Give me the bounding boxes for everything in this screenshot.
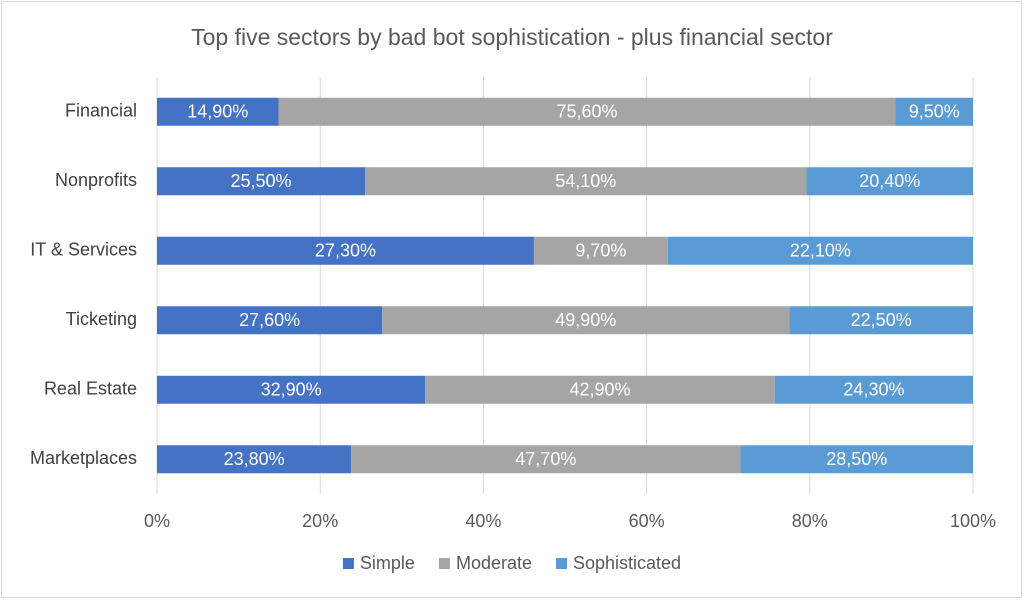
bar-segment [157, 236, 534, 265]
data-label: 49,90% [555, 310, 616, 330]
bar-segment [806, 167, 973, 196]
legend-label: Simple [360, 553, 415, 573]
chart-title: Top five sectors by bad bot sophisticati… [191, 24, 833, 50]
bar-segment [365, 167, 807, 196]
legend-label: Sophisticated [573, 553, 681, 573]
data-label: 75,60% [557, 102, 618, 122]
bar-segment [789, 306, 973, 335]
data-label: 27,30% [315, 241, 376, 261]
x-tick-label: 80% [792, 511, 828, 531]
legend-label: Moderate [456, 553, 532, 573]
data-label: 27,60% [239, 310, 300, 330]
bar-segment [382, 306, 790, 335]
y-tick-label: Nonprofits [55, 170, 137, 190]
bar-segment [351, 445, 741, 474]
bar-segment [157, 306, 383, 335]
y-tick-label: Real Estate [44, 379, 137, 399]
y-tick-label: Marketplaces [30, 448, 137, 468]
x-tick-label: 60% [629, 511, 665, 531]
bar-segment [533, 236, 668, 265]
x-tick-label: 40% [465, 511, 501, 531]
bar-segment [157, 375, 426, 404]
bar-segment [740, 445, 973, 474]
legend-swatch [342, 558, 354, 569]
data-label: 28,50% [826, 449, 887, 469]
data-label: 9,70% [575, 241, 626, 261]
data-label: 42,90% [570, 380, 631, 400]
data-label: 25,50% [231, 171, 292, 191]
bar-segment [425, 375, 775, 404]
bar-segment [157, 167, 366, 196]
y-tick-label: Ticketing [66, 309, 137, 329]
data-label: 20,40% [859, 171, 920, 191]
y-tick-label: Financial [65, 101, 137, 121]
bar-segment [667, 236, 973, 265]
data-label: 22,10% [790, 241, 851, 261]
legend-swatch [438, 558, 450, 569]
data-label: 54,10% [555, 171, 616, 191]
data-label: 23,80% [224, 449, 285, 469]
data-label: 32,90% [261, 380, 322, 400]
x-tick-label: 20% [302, 511, 338, 531]
data-label: 9,50% [909, 102, 960, 122]
y-tick-label: IT & Services [30, 240, 137, 260]
bar-segment [157, 97, 279, 126]
data-label: 47,70% [515, 449, 576, 469]
bar-segment [895, 97, 973, 126]
bar-segment [157, 445, 352, 474]
data-label: 24,30% [843, 380, 904, 400]
bar-segment [278, 97, 896, 126]
legend-swatch [556, 558, 567, 569]
x-tick-label: 100% [950, 511, 996, 531]
bar-segment [774, 375, 973, 404]
data-label: 22,50% [851, 310, 912, 330]
data-label: 14,90% [187, 102, 248, 122]
x-tick-label: 0% [144, 511, 170, 531]
